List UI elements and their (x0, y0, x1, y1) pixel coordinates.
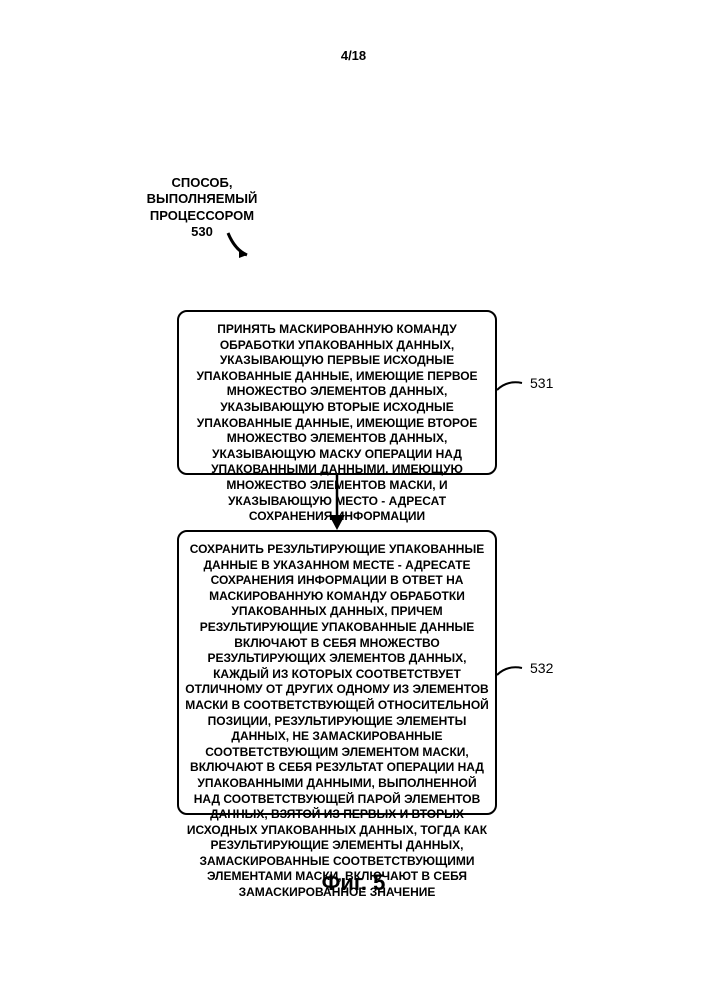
flow-step-1: ПРИНЯТЬ МАСКИРОВАННУЮ КОМАНДУ ОБРАБОТКИ … (177, 310, 497, 475)
ref-532: 532 (530, 660, 553, 676)
figure-caption: Фиг. 5 (0, 870, 707, 896)
leader-532 (497, 665, 527, 685)
connector-arrow-icon (326, 475, 348, 531)
ref-531: 531 (530, 375, 553, 391)
title-line2: ВЫПОЛНЯЕМЫЙ (127, 191, 277, 207)
page-number: 4/18 (0, 48, 707, 63)
title-line3: ПРОЦЕССОРОМ (127, 208, 277, 224)
page: 4/18 СПОСОБ, ВЫПОЛНЯЕМЫЙ ПРОЦЕССОРОМ 530… (0, 0, 707, 1000)
flow-step-2: СОХРАНИТЬ РЕЗУЛЬТИРУЮЩИЕ УПАКОВАННЫЕ ДАН… (177, 530, 497, 815)
leader-531 (497, 380, 527, 400)
title-line1: СПОСОБ, (127, 175, 277, 191)
flow-step-2-text: СОХРАНИТЬ РЕЗУЛЬТИРУЮЩИЕ УПАКОВАННЫЕ ДАН… (185, 542, 489, 901)
title-arrow-icon (225, 230, 255, 260)
